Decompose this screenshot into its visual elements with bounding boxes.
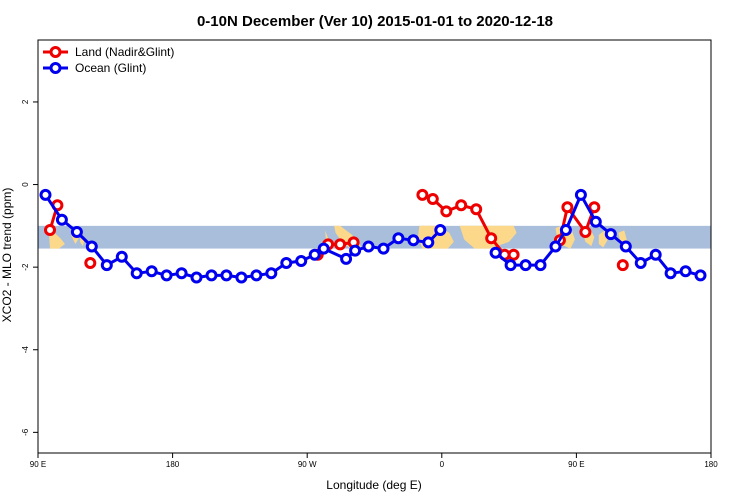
data-point [85, 240, 98, 253]
data-point [392, 232, 405, 245]
legend-item-ocean: Ocean (Glint) [43, 61, 146, 75]
y-tick-label: -6 [21, 428, 30, 436]
data-point [145, 265, 158, 278]
data-point [455, 199, 468, 212]
data-point [507, 248, 520, 261]
x-tick-label: 180 [166, 460, 180, 469]
data-point [649, 248, 662, 261]
data-point [362, 240, 375, 253]
data-point [130, 267, 143, 280]
data-point [588, 201, 601, 214]
series-line [44, 194, 442, 279]
x-tick-label: 180 [704, 460, 718, 469]
data-point [434, 224, 447, 236]
data-point [334, 238, 347, 251]
legend-ocean-marker [49, 62, 62, 74]
x-tick-label: 90 E [30, 460, 46, 469]
data-point [504, 259, 517, 272]
data-point [317, 242, 330, 255]
data-point [416, 188, 429, 201]
data-point [534, 259, 547, 272]
data-point [407, 234, 420, 247]
data-point [470, 203, 483, 216]
data-point [70, 226, 83, 238]
data-point [559, 224, 572, 236]
legend-land-marker [49, 46, 62, 58]
data-point [589, 215, 602, 228]
y-tick-label: 2 [21, 99, 30, 104]
legend-ocean-label: Ocean (Glint) [75, 61, 146, 75]
data-point [44, 224, 56, 236]
data-point [205, 269, 218, 282]
data-point [579, 226, 592, 238]
data-point [55, 213, 68, 226]
data-point [440, 205, 453, 218]
data-point [190, 271, 203, 284]
data-point [519, 259, 532, 272]
data-point [489, 246, 502, 259]
data-point [39, 188, 52, 201]
data-point [616, 259, 629, 272]
x-tick-label: 90 W [298, 460, 317, 469]
data-point [265, 267, 278, 280]
data-point [694, 269, 707, 282]
data-point [485, 232, 498, 245]
data-point [280, 257, 293, 269]
y-tick-label: -4 [21, 346, 30, 354]
data-point [634, 257, 647, 269]
y-axis: -6 -4 -2 0 2 [21, 99, 38, 436]
x-axis: 90 E 180 90 W 0 90 E 180 [30, 453, 718, 469]
y-axis-label: XCO2 - MLO trend (ppm) [0, 188, 14, 323]
data-point [664, 267, 677, 280]
data-point [100, 259, 113, 272]
legend: Land (Nadir&Glint) Ocean (Glint) [43, 45, 174, 75]
data-point [220, 269, 233, 282]
x-tick-label: 90 E [568, 460, 584, 469]
data-point [115, 250, 128, 263]
data-point [84, 257, 97, 269]
x-tick-label: 0 [440, 460, 445, 469]
data-point [349, 244, 362, 257]
data-point [340, 252, 353, 265]
y-tick-label: 0 [21, 182, 30, 187]
legend-land-label: Land (Nadir&Glint) [75, 45, 174, 59]
series-line [558, 205, 596, 241]
x-axis-label: Longitude (deg E) [326, 478, 421, 492]
series-layer [39, 188, 707, 284]
legend-item-land: Land (Nadir&Glint) [43, 45, 174, 59]
chart-title: 0-10N December (Ver 10) 2015-01-01 to 20… [197, 13, 553, 30]
data-point [295, 255, 308, 267]
data-point [175, 267, 188, 280]
data-point [235, 271, 248, 284]
data-point [308, 248, 321, 261]
ocean-band [38, 225, 711, 249]
plot-frame [37, 39, 712, 454]
series-ocean [39, 188, 707, 284]
data-point [619, 240, 632, 253]
data-point [561, 201, 574, 214]
background-map [38, 225, 711, 249]
data-point [422, 236, 435, 249]
data-point [549, 240, 562, 253]
data-point [426, 193, 439, 205]
data-point [250, 269, 263, 282]
data-point [604, 228, 617, 241]
data-point [160, 269, 173, 282]
data-point [574, 188, 587, 201]
data-point [377, 242, 390, 255]
y-tick-label: -2 [21, 263, 30, 271]
data-point [679, 265, 692, 278]
